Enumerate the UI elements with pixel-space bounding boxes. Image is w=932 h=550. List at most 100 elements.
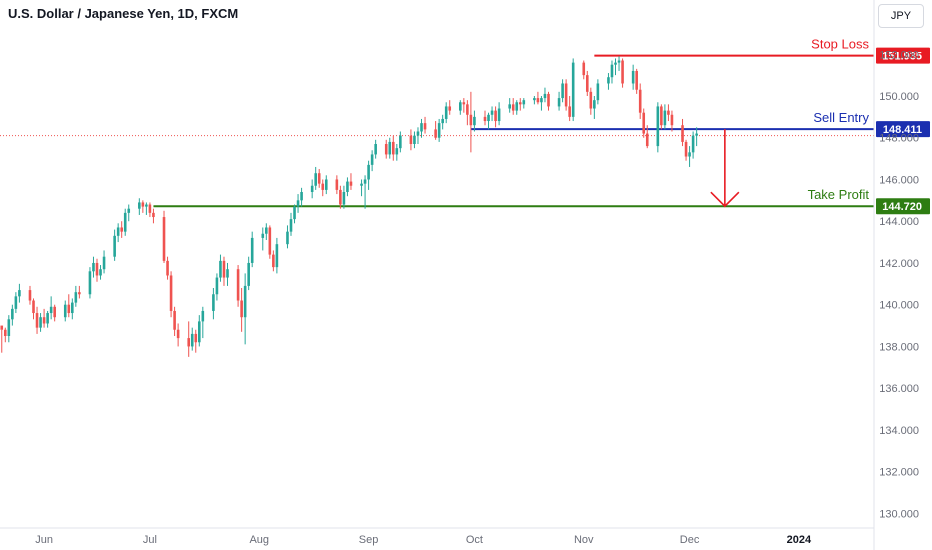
candle-up	[543, 93, 547, 99]
candle-up	[145, 204, 148, 207]
level-price-label: 148.411	[883, 124, 922, 136]
candle-up	[215, 277, 219, 295]
y-tick-label: 148.000	[879, 133, 919, 145]
candle-up	[444, 106, 448, 119]
candle-up	[596, 83, 600, 101]
candle-down	[547, 93, 550, 107]
candle-down	[272, 254, 275, 268]
candle-down	[236, 269, 240, 301]
y-tick-label: 132.000	[879, 467, 919, 479]
candle-down	[3, 329, 7, 336]
candle-up	[346, 181, 349, 192]
candle-down	[536, 98, 540, 103]
candle-up	[395, 148, 399, 155]
level-price-label: 144.720	[882, 201, 922, 213]
candle-down	[28, 290, 32, 301]
candle-up	[265, 227, 268, 234]
level-label: Stop Loss	[811, 37, 869, 52]
target-arrow	[710, 129, 740, 208]
candle-up	[695, 133, 698, 136]
candle-up	[413, 135, 416, 144]
candle-down	[176, 329, 180, 339]
candle-up	[487, 114, 490, 122]
candle-down	[162, 217, 166, 261]
candle-up	[92, 262, 95, 272]
level-price-tag	[876, 198, 930, 215]
candle-down	[645, 133, 649, 147]
candle-down	[518, 102, 522, 105]
candle-down	[642, 112, 646, 134]
candle-up	[593, 100, 596, 109]
candle-down	[638, 89, 642, 113]
candle-up	[219, 260, 222, 278]
candle-down	[391, 141, 395, 155]
candle-up	[374, 144, 377, 155]
candle-down	[434, 129, 437, 138]
candle-down	[53, 306, 56, 318]
candle-down	[621, 60, 624, 84]
candle-up	[614, 62, 617, 65]
candle-up	[113, 235, 116, 257]
candle-up	[437, 123, 441, 138]
candle-down	[684, 141, 688, 157]
candle-up	[490, 110, 494, 115]
candle-up	[459, 102, 462, 111]
candle-up	[197, 321, 201, 343]
y-tick-label: 152.000	[879, 49, 919, 61]
y-tick-label: 138.000	[879, 341, 919, 353]
x-tick-label: 2024	[787, 534, 812, 546]
candle-up	[261, 233, 265, 238]
candle-down	[317, 173, 321, 184]
candle-up	[663, 110, 667, 126]
candle-down	[681, 125, 684, 142]
level-label: Take Profit	[808, 187, 870, 202]
candle-down	[42, 317, 46, 324]
candle-down	[511, 104, 515, 111]
price-axis: 154.000152.000150.000148.000146.000144.0…	[873, 0, 919, 550]
candle-down	[589, 91, 593, 109]
candle-up	[360, 183, 363, 186]
candle-down	[95, 262, 99, 276]
candle-down	[194, 333, 198, 343]
candle-up	[508, 104, 511, 109]
candle-up	[571, 62, 575, 117]
candle-up	[63, 304, 67, 318]
candle-down	[339, 189, 342, 205]
y-tick-label: 134.000	[879, 425, 919, 437]
candle-up	[39, 317, 42, 328]
candle-up	[515, 102, 519, 111]
y-tick-label: 144.000	[879, 216, 919, 228]
candle-down	[169, 275, 173, 311]
candle-up	[441, 118, 444, 124]
candle-up	[631, 70, 635, 84]
candle-up	[18, 290, 21, 297]
candle-down	[582, 62, 586, 76]
candle-up	[522, 100, 526, 105]
candle-up	[201, 310, 205, 322]
candle-up	[116, 227, 120, 236]
candle-down	[321, 183, 325, 190]
candle-down	[35, 313, 39, 328]
candle-up	[250, 237, 254, 263]
candle-up	[247, 262, 250, 286]
currency-button[interactable]: JPY	[878, 4, 924, 28]
candle-up	[367, 164, 370, 180]
candle-up	[138, 202, 141, 209]
candle-up	[416, 131, 420, 136]
candle-down	[32, 300, 35, 314]
candle-up	[190, 333, 194, 347]
x-tick-label: Dec	[680, 534, 700, 546]
candle-down	[67, 304, 71, 314]
candle-up	[533, 98, 536, 101]
candle-up	[342, 192, 346, 205]
candle-down	[635, 70, 638, 90]
candle-up	[127, 208, 131, 213]
y-tick-label: 150.000	[879, 91, 919, 103]
candle-down	[120, 227, 123, 232]
candle-down	[564, 83, 568, 107]
candle-down	[384, 144, 388, 155]
candle-down	[268, 227, 272, 255]
candle-down	[568, 106, 571, 117]
level-label: Sell Entry	[813, 110, 869, 125]
